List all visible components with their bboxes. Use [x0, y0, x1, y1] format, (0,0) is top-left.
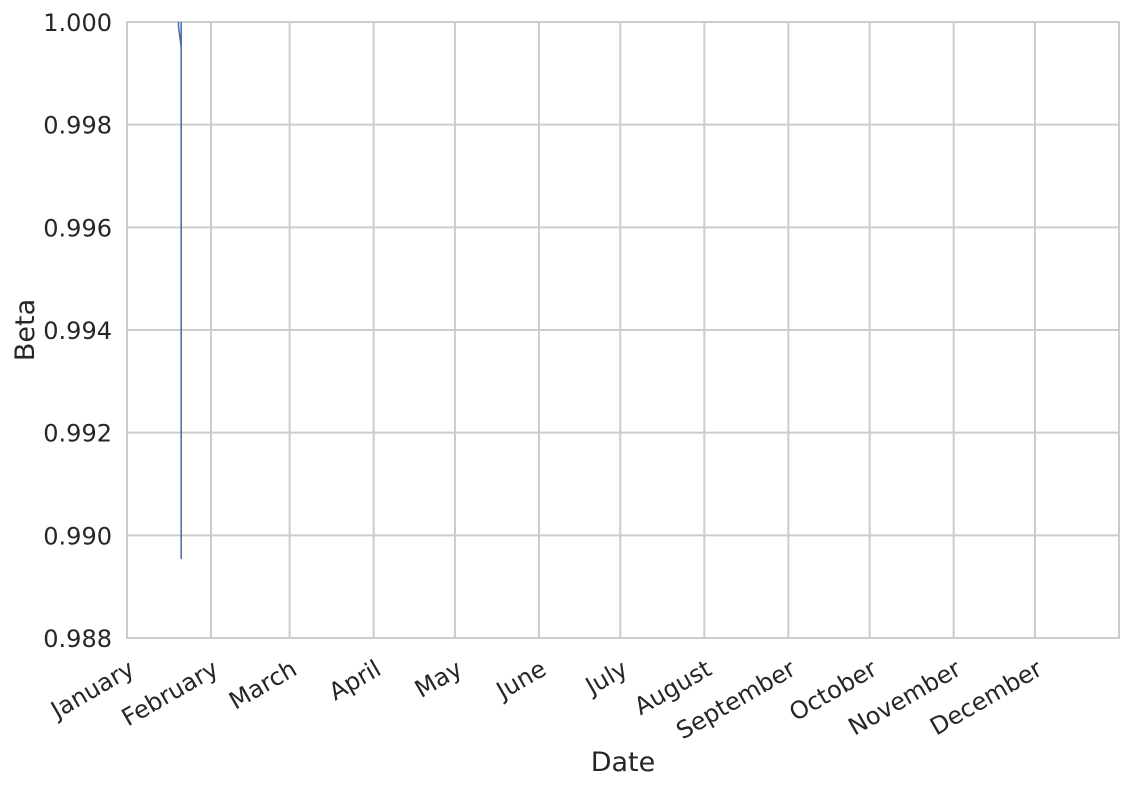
plot-area — [126, 21, 1120, 639]
y-tick-label: 0.994 — [43, 317, 112, 345]
series-line — [177, 22, 183, 560]
x-axis-label: Date — [591, 747, 656, 778]
grid — [126, 21, 1119, 639]
y-tick-label: 0.990 — [43, 522, 112, 550]
y-tick-label: 1.000 — [43, 9, 112, 37]
x-tick-label: March — [224, 655, 301, 716]
y-tick-label: 0.996 — [43, 214, 112, 242]
y-axis-label: Beta — [10, 299, 41, 361]
x-tick-label: June — [490, 655, 551, 706]
series-layer — [177, 22, 183, 560]
x-tick-label: February — [117, 655, 223, 732]
y-tick-label: 0.988 — [43, 625, 112, 653]
y-tick-label: 0.998 — [43, 112, 112, 140]
x-tick-label: July — [579, 655, 632, 702]
x-tick-label: April — [324, 655, 386, 707]
x-tick-label: May — [410, 655, 467, 704]
y-tick-label: 0.992 — [43, 420, 112, 448]
y-tick-labels: 0.988 0.990 0.992 0.994 0.996 0.998 1.000 — [43, 9, 112, 653]
